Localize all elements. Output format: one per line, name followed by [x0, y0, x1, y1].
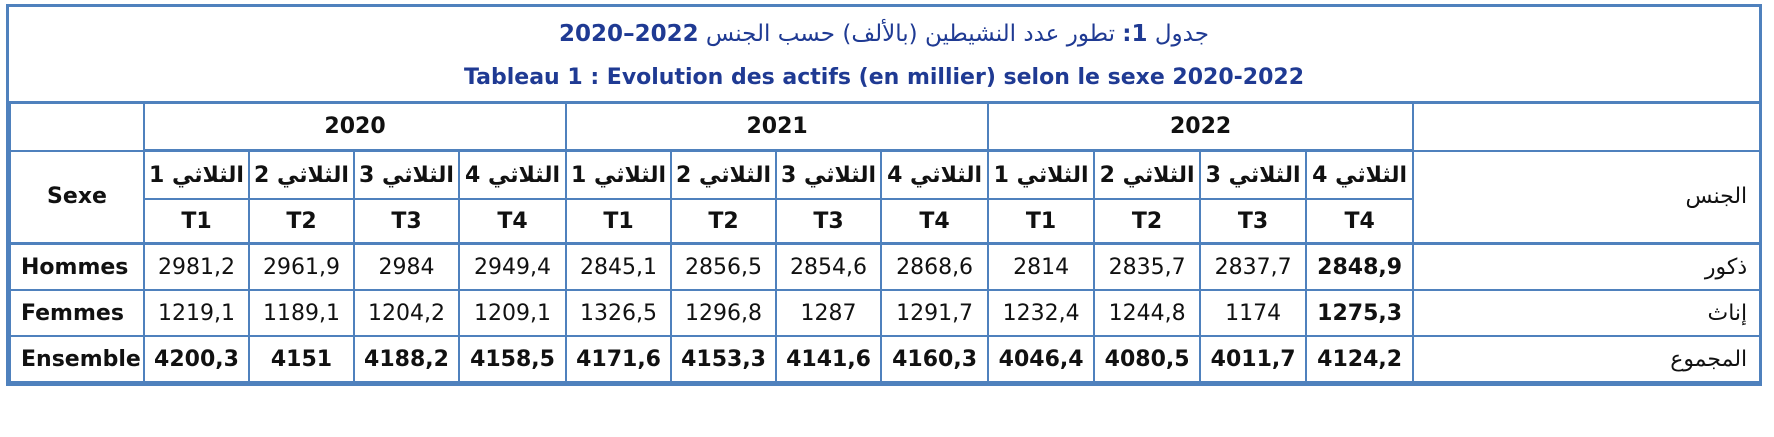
data-cell: 2868,6 [880, 242, 990, 291]
data-cell: 1232,4 [987, 289, 1096, 337]
quarter-ar-cell: الثلاثي 4 [880, 149, 990, 200]
quarter-ar-cell: الثلاثي 4 [457, 149, 568, 200]
row-label-fr: Femmes [9, 289, 145, 337]
data-cell: 1219,1 [143, 289, 250, 337]
data-cell: 1174 [1199, 289, 1308, 337]
quarter-ar-cell: الثلاثي 1 [987, 149, 1096, 200]
data-cell: 2961,9 [248, 242, 355, 291]
quarter-code-row: T1 T2 T3 T4 T1 T2 T3 T4 T1 T2 T3 T4 [10, 198, 1760, 245]
quarter-code-cell: T2 [248, 198, 355, 245]
data-cell: 4200,3 [143, 335, 250, 383]
data-cell: 4124,2 [1305, 335, 1415, 383]
quarter-ar-cell: الثلاثي 3 [353, 149, 460, 200]
data-cell: 4080,5 [1093, 335, 1202, 383]
data-cell: 2845,1 [565, 242, 673, 291]
data-cell: 2837,7 [1199, 242, 1308, 291]
data-cell: 1296,8 [670, 289, 778, 337]
title-ar-prefix: جدول [1154, 21, 1209, 47]
data-cell: 4011,7 [1199, 335, 1308, 383]
quarter-ar-row: Sexe الثلاثي 1 الثلاثي 2 الثلاثي 3 الثلا… [9, 149, 1762, 245]
quarter-code-cell: T3 [353, 198, 460, 245]
quarter-code-cell: T1 [987, 198, 1096, 245]
quarter-code-cell: T2 [670, 198, 778, 245]
quarter-code-cell: T1 [143, 198, 250, 245]
quarter-ar-cell: الثلاثي 2 [1093, 149, 1202, 200]
data-cell: 4141,6 [775, 335, 883, 383]
quarter-code-cell: T1 [565, 198, 673, 245]
quarter-code-cell: T3 [775, 198, 883, 245]
row-label-fr: Ensemble [9, 335, 145, 383]
actifs-table: 2020 2021 2022 Sexe الثلاثي 1 الثلاثي 2 … [9, 101, 1762, 383]
quarter-code-cell: T3 [1199, 198, 1308, 245]
data-cell: 2854,6 [775, 242, 883, 291]
title-arabic: جدول 1: تطور عدد النشيطين (بالألف) حسب ا… [9, 21, 1759, 47]
data-cell: 1209,1 [457, 289, 568, 337]
data-cell: 1244,8 [1093, 289, 1202, 337]
quarter-ar-cell: الثلاثي 1 [143, 149, 250, 200]
title-ar-number: 1: [1122, 21, 1148, 47]
data-cell: 1291,7 [880, 289, 990, 337]
year-header-row: 2020 2021 2022 [9, 101, 1762, 152]
sexe-header: Sexe [9, 149, 145, 245]
data-cell: 1287 [775, 289, 883, 337]
data-cell: 1189,1 [248, 289, 355, 337]
table-row-ensemble: Ensemble 4200,3 4151 4188,2 4158,5 4171,… [9, 335, 1762, 383]
title-french: Tableau 1 : Evolution des actifs (en mil… [463, 65, 1305, 90]
data-cell: 4151 [248, 335, 355, 383]
data-cell: 2981,2 [143, 242, 250, 291]
data-cell: 1204,2 [353, 289, 460, 337]
data-cell: 1275,3 [1305, 289, 1415, 337]
data-cell: 4046,4 [987, 335, 1096, 383]
data-cell: 2814 [987, 242, 1096, 291]
table-row-femmes: Femmes 1219,1 1189,1 1204,2 1209,1 1326,… [9, 289, 1762, 337]
data-cell: 2856,5 [670, 242, 778, 291]
quarter-ar-cell: الثلاثي 2 [248, 149, 355, 200]
title-ar-years: 2022–2020 [559, 21, 699, 47]
table-frame: جدول 1: تطور عدد النشيطين (بالألف) حسب ا… [6, 4, 1762, 386]
quarter-ar-cell: الثلاثي 3 [1199, 149, 1308, 200]
data-cell: 2949,4 [457, 242, 568, 291]
quarter-ar-cell: الثلاثي 4 [1305, 149, 1415, 200]
data-cell: 4153,3 [670, 335, 778, 383]
quarter-ar-cell: الثلاثي 3 [775, 149, 883, 200]
quarter-code-cell: T4 [1305, 198, 1415, 245]
data-cell: 4158,5 [457, 335, 568, 383]
row-label-ar: ذكور [1412, 242, 1762, 291]
row-label-ar: المجموع [1412, 335, 1762, 383]
quarter-code-cell: T2 [1093, 198, 1202, 245]
data-cell: 4160,3 [880, 335, 990, 383]
data-cell: 1326,5 [565, 289, 673, 337]
year-2021: 2021 [565, 101, 990, 152]
corner-cell-right [1412, 101, 1762, 152]
quarter-code-cell: T4 [457, 198, 568, 245]
data-cell: 4171,6 [565, 335, 673, 383]
table-row-hommes: Hommes 2981,2 2961,9 2984 2949,4 2845,1 … [9, 242, 1762, 291]
row-label-fr: Hommes [9, 242, 145, 291]
data-cell: 2984 [353, 242, 460, 291]
data-cell: 2848,9 [1305, 242, 1415, 291]
year-2020: 2020 [142, 101, 568, 152]
row-label-ar: إناث [1412, 289, 1762, 337]
jins-header: الجنس [1412, 149, 1762, 245]
quarter-code-cell: T4 [880, 198, 990, 245]
corner-cell-left [9, 101, 145, 152]
quarter-ar-cell: الثلاثي 1 [565, 149, 673, 200]
data-cell: 2835,7 [1093, 242, 1202, 291]
title-ar-text: تطور عدد النشيطين (بالألف) حسب الجنس [705, 21, 1115, 47]
year-2022: 2022 [987, 101, 1415, 152]
data-cell: 4188,2 [353, 335, 460, 383]
quarter-ar-cell: الثلاثي 2 [670, 149, 778, 200]
